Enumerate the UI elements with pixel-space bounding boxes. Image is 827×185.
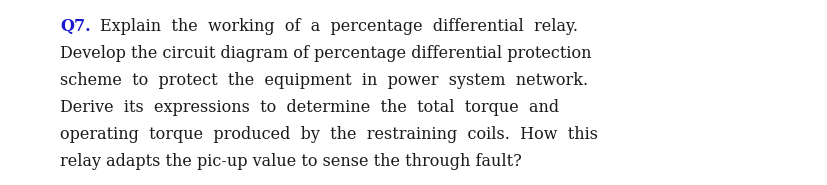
Text: operating  torque  produced  by  the  restraining  coils.  How  this: operating torque produced by the restrai… [60, 126, 597, 143]
Text: Develop the circuit diagram of percentage differential protection: Develop the circuit diagram of percentag… [60, 45, 590, 62]
Text: Q7.: Q7. [60, 18, 90, 35]
Text: relay adapts the pic-up value to sense the through fault?: relay adapts the pic-up value to sense t… [60, 153, 521, 170]
Text: Explain  the  working  of  a  percentage  differential  relay.: Explain the working of a percentage diff… [100, 18, 577, 35]
Text: Derive  its  expressions  to  determine  the  total  torque  and: Derive its expressions to determine the … [60, 99, 558, 116]
Text: scheme  to  protect  the  equipment  in  power  system  network.: scheme to protect the equipment in power… [60, 72, 587, 89]
